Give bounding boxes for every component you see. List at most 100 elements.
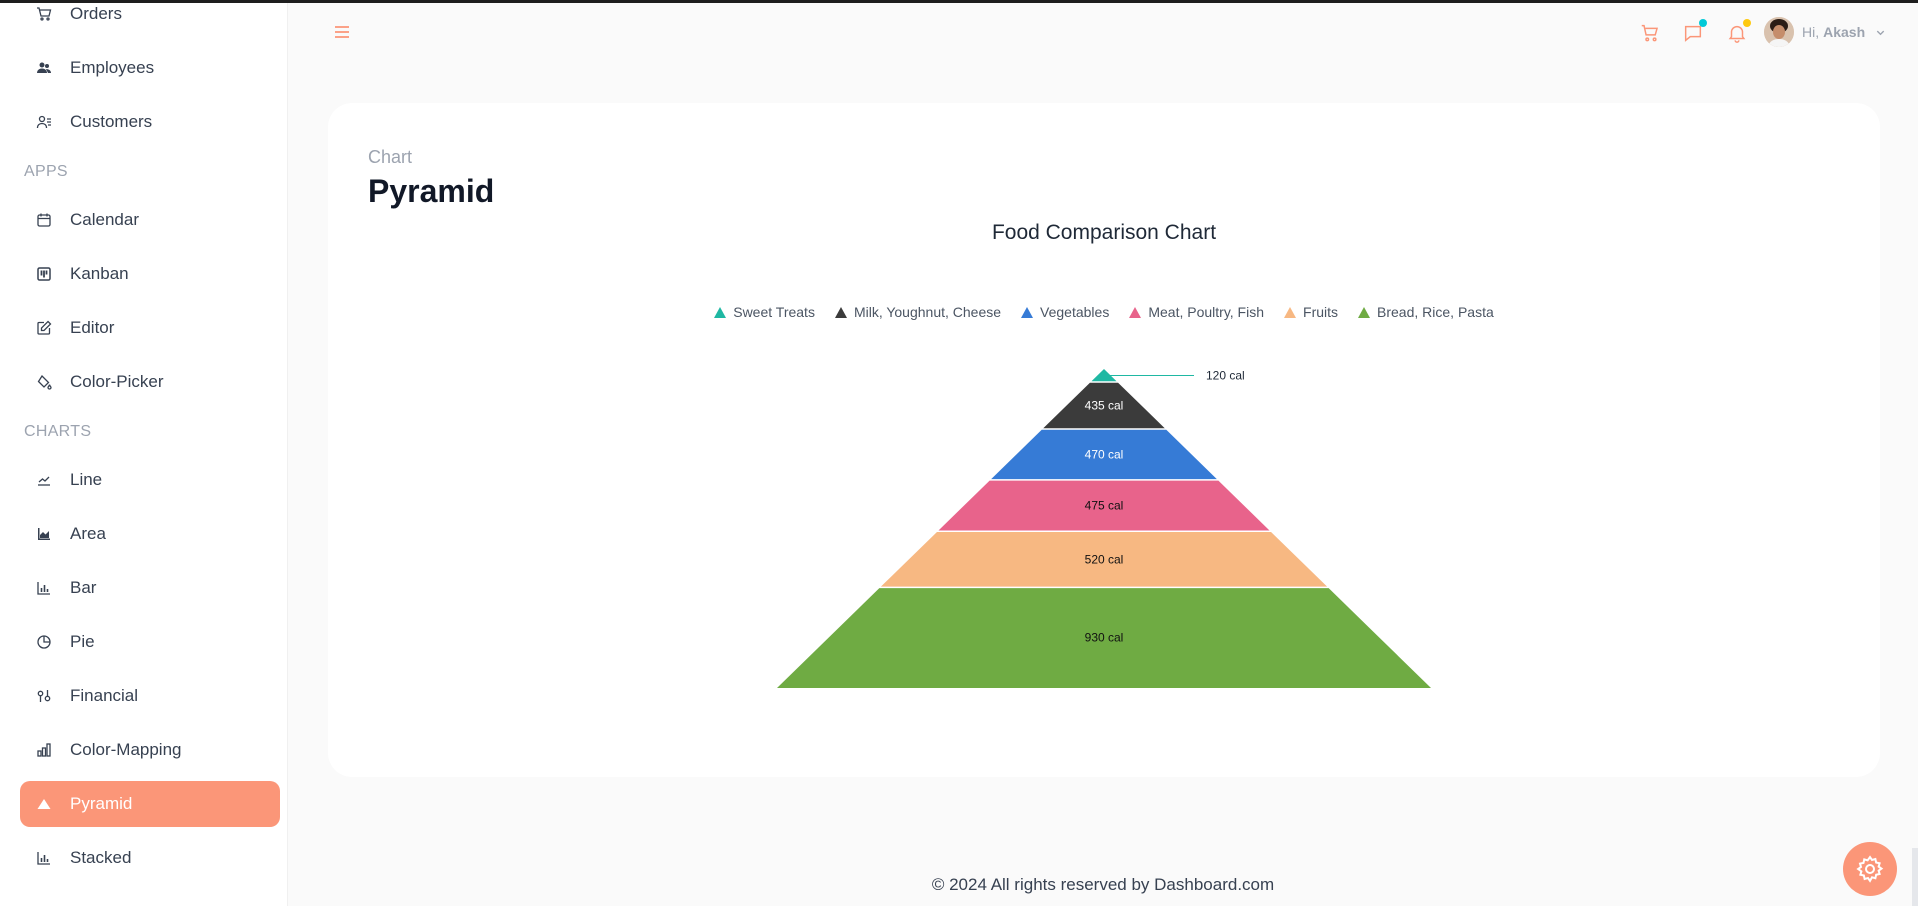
sidebar-item-color-mapping[interactable]: Color-Mapping <box>20 727 280 773</box>
pyramid-chart: 120 cal 435 cal 470 cal 475 cal 520 cal 930 c… <box>777 368 1431 688</box>
bell-icon <box>1728 25 1746 43</box>
cart-button[interactable] <box>1635 18 1665 48</box>
sidebar-item-label: Color-Picker <box>70 372 164 391</box>
bell-notification-dot <box>1743 19 1751 27</box>
legend-marker <box>714 306 727 318</box>
sidebar-item-calendar[interactable]: Calendar <box>20 197 280 243</box>
stacked-chart-icon <box>20 850 70 866</box>
financial-icon <box>20 688 70 704</box>
sidebar-item-label: Pyramid <box>70 794 133 813</box>
bar-chart-icon <box>20 580 70 596</box>
sidebar-item-label: Color-Mapping <box>70 740 182 759</box>
sidebar-item-employees[interactable]: Employees <box>20 45 280 91</box>
sidebar-item-label: Calendar <box>70 210 139 229</box>
legend-marker <box>1358 306 1371 318</box>
sidebar-item-label: Pie <box>70 632 95 651</box>
sidebar-item-label: Customers <box>70 112 153 131</box>
legend-item[interactable]: Sweet Treats <box>714 304 815 320</box>
legend-item[interactable]: Fruits <box>1284 304 1338 320</box>
legend-label: Vegetables <box>1040 304 1110 320</box>
data-label: 435 cal <box>1085 398 1124 412</box>
sidebar-item-pie[interactable]: Pie <box>20 619 280 665</box>
notifications-button[interactable] <box>1722 18 1752 48</box>
kanban-icon <box>20 266 70 282</box>
legend-item[interactable]: Milk, Youghnut, Cheese <box>834 304 1002 320</box>
edit-icon <box>20 320 70 336</box>
legend-label: Bread, Rice, Pasta <box>1377 304 1494 320</box>
section-heading-charts: CHARTS <box>24 423 92 440</box>
sidebar: Orders Employees Customers APPS Calendar… <box>0 0 288 906</box>
chart-title: Food Comparison Chart <box>991 221 1217 244</box>
employees-icon <box>20 60 70 76</box>
legend-marker <box>834 306 847 318</box>
chat-button[interactable] <box>1678 18 1708 48</box>
sidebar-item-label: Area <box>70 524 106 543</box>
legend-label: Milk, Youghnut, Cheese <box>853 304 1002 320</box>
sidebar-item-financial[interactable]: Financial <box>20 673 280 719</box>
user-profile-button[interactable]: Hi, Akash <box>1764 14 1886 50</box>
cart-icon <box>20 6 70 22</box>
sidebar-item-kanban[interactable]: Kanban <box>20 251 280 297</box>
line-chart-icon <box>20 472 70 488</box>
user-greeting: Hi, <box>1802 24 1820 40</box>
chart-legend: Sweet Treats Milk, Youghnut, Cheese Vegeta… <box>328 304 1880 320</box>
sidebar-item-label: Employees <box>70 58 155 77</box>
sidebar-item-line[interactable]: Line <box>20 457 280 503</box>
legend-item[interactable]: Meat, Poultry, Fish <box>1129 304 1264 320</box>
chat-notification-dot <box>1699 19 1707 27</box>
settings-button[interactable] <box>1843 842 1897 896</box>
data-label: 930 cal <box>1085 631 1124 645</box>
pyramid-icon <box>20 796 70 812</box>
legend-label: Fruits <box>1303 304 1339 320</box>
sidebar-item-label: Line <box>70 470 103 489</box>
sidebar-item-color-picker[interactable]: Color-Picker <box>20 359 280 405</box>
sidebar-item-label: Bar <box>70 578 97 597</box>
gear-icon <box>1856 855 1884 883</box>
chevron-down-icon <box>1876 30 1885 35</box>
legend-marker <box>1284 306 1297 318</box>
data-label: 520 cal <box>1085 552 1124 566</box>
customers-icon <box>20 114 70 130</box>
footer-text: © 2024 All rights reserved by Dashboard.… <box>931 875 1275 894</box>
pyramid-segment[interactable] <box>991 429 1217 480</box>
pie-chart-icon <box>20 634 70 650</box>
calendar-icon <box>20 212 70 228</box>
sidebar-item-pyramid[interactable]: Pyramid <box>20 781 280 827</box>
pyramid-segment[interactable] <box>1043 382 1165 429</box>
page-title: Pyramid <box>368 173 495 209</box>
chat-icon <box>1684 25 1702 42</box>
data-label: 475 cal <box>1085 499 1124 513</box>
sidebar-item-label: Orders <box>70 4 122 23</box>
data-label: 470 cal <box>1085 447 1124 461</box>
user-name: Akash <box>1823 24 1866 40</box>
color-mapping-icon <box>20 742 70 758</box>
pyramid-segment[interactable] <box>880 531 1328 587</box>
pyramid-segment[interactable] <box>938 480 1270 531</box>
scrollbar[interactable] <box>1912 848 1918 906</box>
section-heading-apps: APPS <box>24 163 68 180</box>
sidebar-item-label: Kanban <box>70 264 129 283</box>
sidebar-item-label: Stacked <box>70 848 132 867</box>
sidebar-item-label: Editor <box>70 318 115 337</box>
top-border <box>0 0 1918 3</box>
legend-item[interactable]: Bread, Rice, Pasta <box>1358 304 1494 320</box>
data-label: 120 cal <box>1206 368 1245 382</box>
breadcrumb: Chart <box>368 147 413 167</box>
sidebar-item-stacked[interactable]: Stacked <box>20 835 280 881</box>
legend-item[interactable]: Vegetables <box>1021 304 1109 320</box>
legend-marker <box>1021 306 1034 318</box>
pyramid-segment[interactable] <box>777 588 1431 688</box>
paint-bucket-icon <box>20 374 70 390</box>
sidebar-item-bar[interactable]: Bar <box>20 565 280 611</box>
avatar <box>1764 17 1794 47</box>
sidebar-item-editor[interactable]: Editor <box>20 305 280 351</box>
sidebar-item-area[interactable]: Area <box>20 511 280 557</box>
sidebar-item-orders[interactable]: Orders <box>20 0 280 37</box>
legend-label: Sweet Treats <box>733 304 815 320</box>
area-chart-icon <box>20 526 70 542</box>
pyramid-segment[interactable] <box>1091 369 1117 382</box>
cart-icon <box>1641 24 1659 42</box>
chart-card: Chart Pyramid Food Comparison Chart Swee… <box>328 103 1880 777</box>
menu-toggle-button[interactable] <box>330 20 354 44</box>
sidebar-item-customers[interactable]: Customers <box>20 99 280 145</box>
